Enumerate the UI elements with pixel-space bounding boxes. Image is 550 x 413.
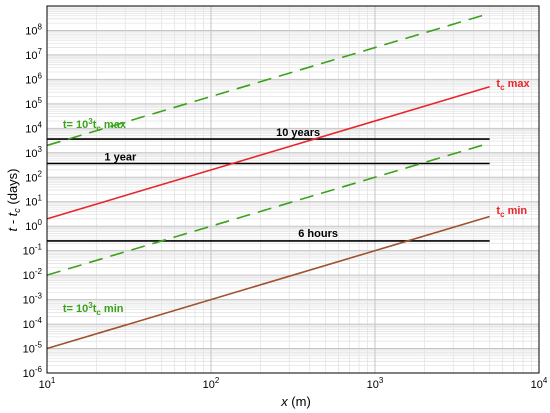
annotation-six-hours-label: 6 hours (298, 228, 338, 240)
y-tick-label: 100 (25, 218, 42, 233)
y-tick-label: 105 (25, 96, 42, 111)
y-tick-label: 10-6 (23, 365, 43, 380)
plot-frame (46, 5, 540, 374)
y-tick-label: 10-2 (23, 267, 43, 282)
y-tick-label: 102 (25, 169, 42, 184)
reference-lines (47, 138, 490, 242)
x-tick-label: 103 (367, 376, 384, 391)
series-line-1000tc-max (46, 12, 490, 147)
y-tick-label: 108 (25, 22, 42, 37)
y-tick-label: 104 (25, 120, 42, 135)
x-tick-label: 102 (203, 376, 220, 391)
minor-gridlines (47, 6, 539, 373)
annotation-tc-min-label: tc min (496, 205, 527, 219)
y-tick-label: 10-4 (23, 316, 43, 331)
annotation-ten-years-label: 10 years (276, 127, 320, 139)
annotation-one-year-label: 1 year (104, 151, 137, 163)
series-line-tc-max (46, 85, 490, 220)
x-tick-label: 101 (39, 376, 56, 391)
y-tick-label: 107 (25, 47, 42, 62)
annotation-1000tc-min-label: t= 103tc min (63, 301, 124, 317)
y-tick-label: 103 (25, 145, 42, 160)
y-tick-label: 10-1 (23, 243, 43, 258)
series-line-tc-min (46, 215, 490, 350)
x-axis-label: x (m) (280, 394, 311, 409)
x-tick-label: 104 (531, 376, 548, 391)
y-axis-ticks: 10-6 10-5 10-4 10-3 10-2 10-1 100 101 102 103 104 1… (23, 22, 43, 380)
y-tick-label: 106 (25, 71, 42, 86)
x-axis-ticks: 101 102 103 104 (39, 376, 548, 391)
series-lines (46, 12, 490, 350)
y-tick-label: 101 (25, 194, 42, 209)
y-tick-label: 10-5 (23, 341, 43, 356)
y-tick-label: 10-3 (23, 292, 43, 307)
annotation-1000tc-max-label: t= 103tc max (63, 117, 127, 133)
y-axis-label: t - tc (days) (5, 168, 22, 231)
annotations: tc max tc min t= 103tc max t= 103tc min 10 y… (63, 78, 531, 317)
series-line-1000tc-min (46, 142, 490, 276)
annotation-tc-max-label: tc max (496, 78, 530, 92)
